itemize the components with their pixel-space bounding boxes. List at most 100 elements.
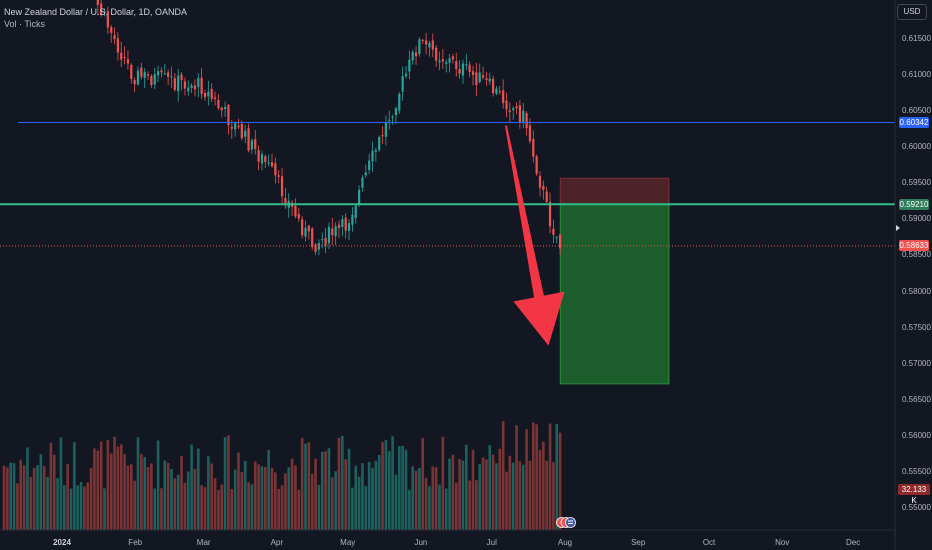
us-flag-icon[interactable] [556,517,576,528]
candle-body [425,40,428,45]
currency-button[interactable]: USD [897,4,927,20]
volume-bar [73,442,76,530]
volume-bar [344,459,347,530]
volume-bar [56,478,59,530]
candle-body [478,72,481,83]
volume-bar [126,465,130,530]
volume-bar [52,454,56,530]
volume-bar [367,461,371,530]
candle-body [301,219,304,236]
candle-body [193,85,197,90]
volume-bar [411,466,414,530]
volume-bar [32,467,36,530]
volume-bar [200,485,203,530]
y-tick-label: 0.59000 [902,214,931,224]
volume-bar [448,458,451,530]
volume-bar [260,466,264,530]
volume-bar [324,451,327,530]
volume-bar [444,488,448,530]
volume-bar [528,460,532,530]
candle-body [197,77,200,88]
volume-bar [542,441,545,530]
volume-bar [176,474,180,530]
volume-bar [227,435,230,530]
volume-bar [518,461,522,530]
volume-bar [347,448,351,530]
candle-body [448,58,451,63]
volume-bar [186,471,190,530]
candle-body [525,113,528,129]
volume-bar [123,454,126,530]
volume-bar [471,449,475,530]
candle-body [203,92,207,98]
candle-body [153,74,156,85]
candle-body [435,47,438,61]
volume-bar [160,488,163,530]
volume-bar [163,460,167,530]
volume-bar [548,423,552,530]
volume-bar [304,443,307,530]
volume-indicator-label[interactable]: Vol · Ticks [4,19,46,29]
candle-body [113,35,116,39]
candle-body [545,191,548,202]
candle-body [321,239,324,241]
volume-bar [300,437,304,530]
candle-body [190,85,193,88]
price-tag-last-price: 0.58633 [899,240,929,252]
candle-body [515,106,518,109]
candle-body [136,70,140,85]
volume-bar [274,472,277,530]
volume-bar [331,477,334,530]
volume-bar [374,460,378,530]
volume-bar [247,482,250,530]
candle-body [100,3,103,15]
candle-body [150,76,153,86]
candle-body [314,244,317,252]
volume-bar [317,484,321,530]
volume-bar [170,468,173,530]
price-tag-resistance: 0.60342 [899,117,929,129]
volume-bar [307,442,311,530]
candle-body [224,107,227,110]
volume-bar [136,437,140,530]
candlesticks [96,0,562,256]
candle-body [110,26,113,33]
scroll-right-icon[interactable] [896,225,900,231]
volume-bar [2,465,6,530]
volume-bar [532,422,535,530]
x-tick-label: Oct [702,538,716,547]
candle-body [358,189,361,204]
volume-bar [250,484,254,530]
candle-body [522,110,525,123]
volume-bar [29,476,33,530]
volume-bar [495,463,498,530]
candle-body [428,42,431,48]
volume-bar [36,465,39,530]
candle-body [498,91,501,93]
volume-bar [277,489,280,530]
volume-bar [116,446,120,530]
candle-body [163,73,166,75]
y-tick-label: 0.56000 [902,430,931,440]
take-profit-zone [559,203,670,385]
symbol-title[interactable]: New Zealand Dollar / U.S. Dollar, 1D, OA… [4,7,188,17]
candle-body [280,176,284,197]
volume-bar [408,489,411,530]
candle-body [143,72,146,79]
volume-bar [223,437,227,530]
candle-body [130,64,133,79]
volume-bar [143,457,146,530]
volume-bar [69,488,73,530]
volume-bar [146,467,150,530]
candle-body [183,81,186,89]
volume-bar [119,444,123,530]
volume-bar [521,464,525,530]
volume-bar [267,449,270,530]
volume-bar [431,466,435,530]
volume-bar [66,464,69,530]
candle-body [404,73,408,77]
candle-body [488,78,491,82]
volume-bar [83,486,86,530]
candle-body [371,150,374,162]
